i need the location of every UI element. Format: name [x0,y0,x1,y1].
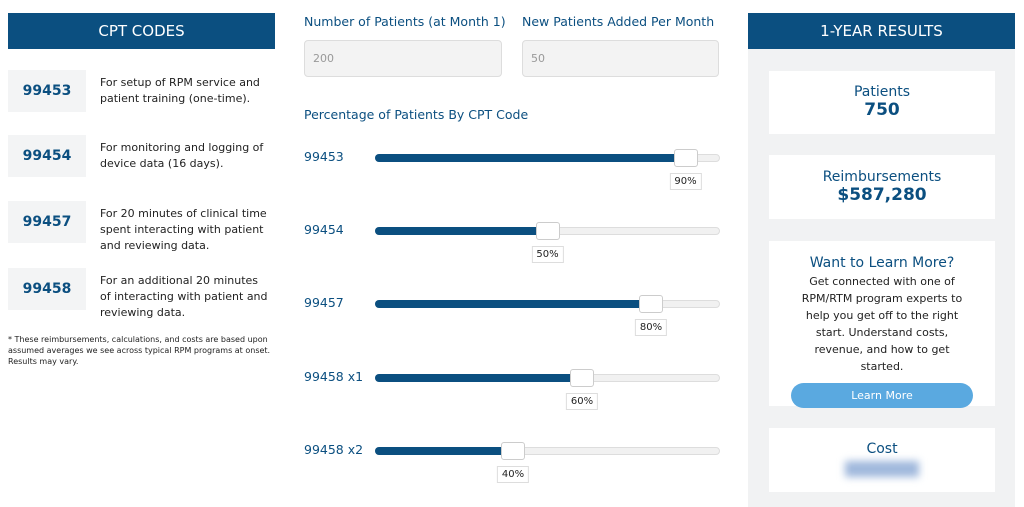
slider-value: 90% [669,173,702,190]
reimbursements-card: Reimbursements $587,280 [769,155,995,219]
results-header: 1-YEAR RESULTS [748,13,1015,49]
input-label: Number of Patients (at Month 1) [304,14,506,29]
slider-fill [375,446,513,455]
learn-more-card: Want to Learn More? Get connected with o… [769,241,995,408]
patients-input[interactable]: 200 [304,40,502,77]
input-label: New Patients Added Per Month [522,14,715,29]
card-title: Want to Learn More? [809,255,955,271]
card-value: $587,280 [837,185,927,205]
slider-value: 50% [531,246,564,264]
footnote: * These reimbursements, calculations, an… [8,335,271,366]
slider-label: 99454 [304,222,344,238]
slider-fill [375,154,686,162]
slider-value: 80% [634,319,668,337]
slider-thumb[interactable] [639,295,663,314]
card-label: Patients [853,84,911,100]
slider-label: 99458 x1 [304,368,364,384]
cpt-header: CPT CODES [8,13,275,49]
card-label: Reimbursements [822,169,942,185]
cpt-description: For setup of RPM service and patient tra… [100,76,260,105]
slider-value: 40% [496,465,530,483]
slider-label: 99457 [304,295,344,311]
cpt-code: 99454 [8,135,86,177]
slider-fill [375,300,651,309]
cpt-description: For an additional 20 minutes of interact… [100,274,268,319]
cpt-description: For 20 minutes of clinical time spent in… [100,207,267,252]
learn-more-button[interactable]: Learn More [791,383,973,408]
slider-thumb[interactable] [535,222,560,241]
slider-label: 99453 [304,149,344,164]
cost-card: Cost [769,428,995,492]
slider-thumb[interactable] [673,149,698,167]
slider-fill [375,227,548,236]
card-value: 750 [864,100,900,120]
slider-value: 60% [565,392,599,410]
slider-thumb[interactable] [501,441,525,460]
cpt-code: 99453 [8,70,86,112]
slider-label: 99458 x2 [304,441,364,457]
slider-thumb[interactable] [570,368,594,387]
cpt-code: 99457 [8,201,86,243]
blurred-value [845,461,919,477]
slider-fill [375,373,582,382]
patients-card: Patients 750 [769,71,995,134]
card-label: Cost [866,441,898,457]
cpt-description: For monitoring and logging of device dat… [100,141,264,170]
card-text: Get connected with one of RPM/RTM progra… [801,275,963,373]
new-patients-input[interactable]: 50 [522,40,719,77]
cpt-code: 99458 [8,268,86,310]
sliders-title: Percentage of Patients By CPT Code [304,107,529,122]
